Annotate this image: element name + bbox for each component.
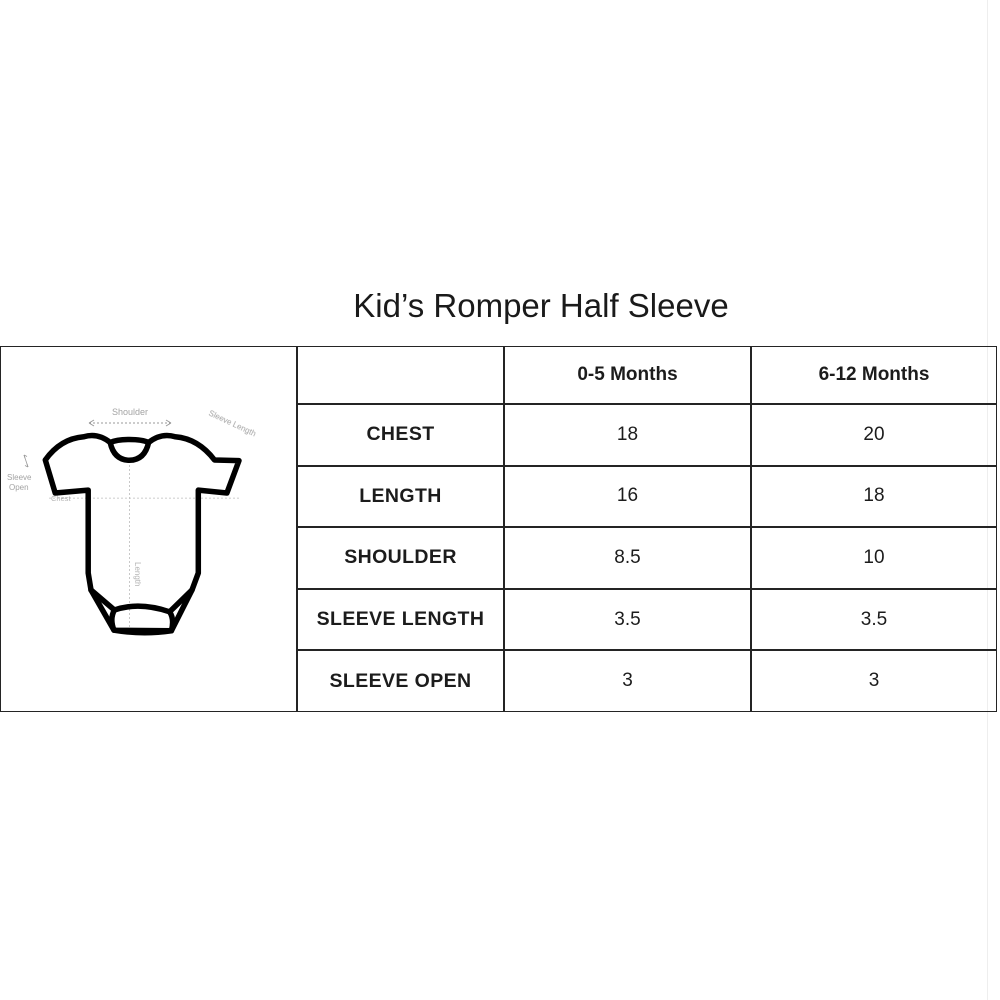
svg-text:Open: Open <box>9 483 29 492</box>
svg-text:Shoulder: Shoulder <box>112 407 148 417</box>
svg-text:Sleeve Length: Sleeve Length <box>207 409 257 439</box>
svg-text:Sleeve: Sleeve <box>7 473 32 482</box>
svg-text:Length: Length <box>133 562 142 586</box>
